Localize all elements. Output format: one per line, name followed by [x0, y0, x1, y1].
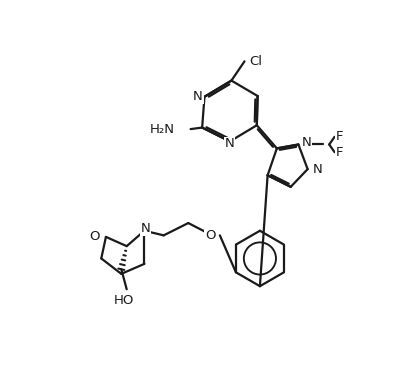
Text: F: F: [336, 146, 343, 159]
Text: O: O: [89, 231, 100, 243]
Text: N: N: [193, 90, 203, 103]
Text: HO: HO: [114, 293, 134, 306]
Text: N: N: [312, 163, 322, 176]
Text: N: N: [225, 137, 235, 150]
Text: N: N: [302, 136, 311, 149]
Text: Cl: Cl: [249, 55, 262, 68]
Text: F: F: [336, 130, 343, 143]
Text: N: N: [141, 222, 151, 235]
Text: H₂N: H₂N: [150, 122, 175, 135]
Text: O: O: [205, 229, 215, 242]
